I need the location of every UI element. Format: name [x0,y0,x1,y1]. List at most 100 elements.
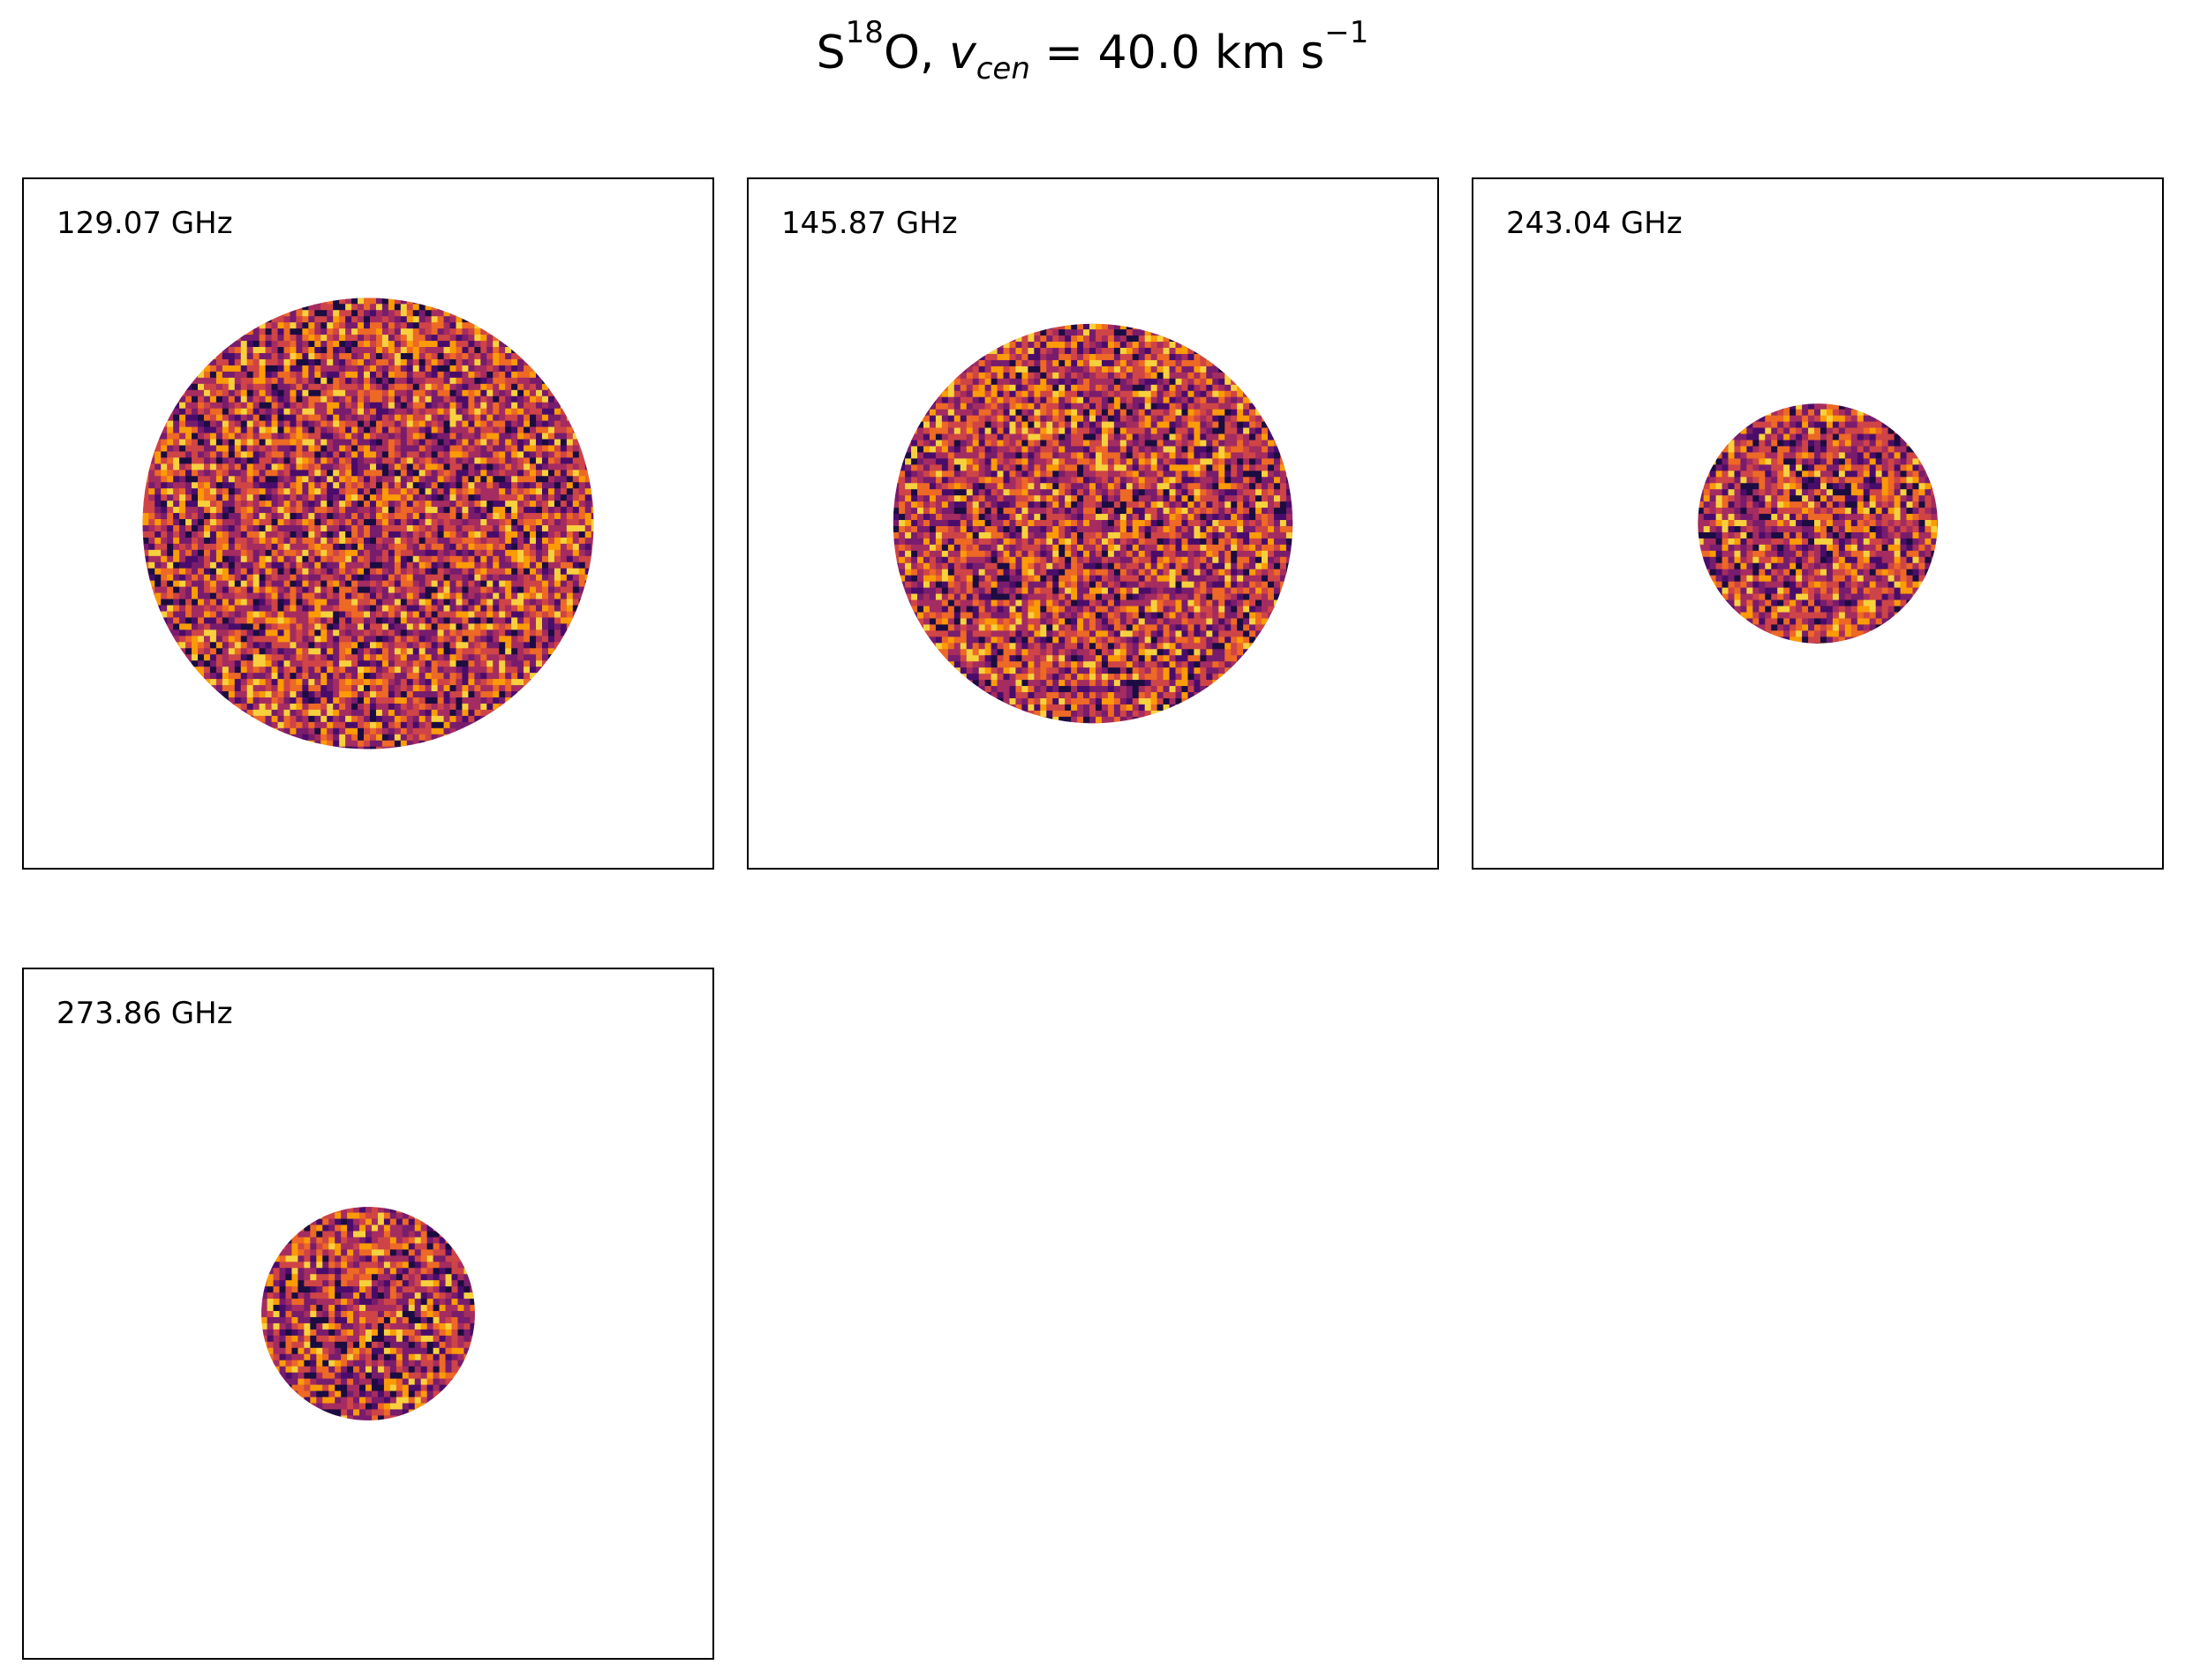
pixel [277,396,285,403]
pixel [209,642,217,649]
pixel [1095,390,1103,398]
pixel [339,316,346,323]
pixel [209,605,217,613]
pixel [456,543,463,551]
pixel [1212,359,1219,367]
pixel [572,457,580,464]
pixel [560,623,568,630]
pixel [296,519,303,526]
pixel [400,420,408,428]
pixel [381,501,389,508]
pixel [209,673,217,680]
pixel [290,494,298,501]
pixel [418,617,426,625]
pixel [547,420,555,428]
pixel [400,691,408,698]
pixel [185,383,192,391]
pixel [418,592,426,600]
pixel [148,513,155,520]
pixel [339,555,346,563]
pixel [240,667,248,674]
pixel [234,537,242,545]
pixel [345,629,352,637]
pixel [265,691,273,698]
pixel [517,494,524,501]
pixel [351,697,358,704]
pixel [364,328,371,335]
pixel [375,470,383,477]
pixel [486,433,494,441]
pixel [418,561,426,569]
pixel [443,445,451,453]
pixel [431,513,439,520]
pixel [443,654,451,661]
pixel [192,501,199,508]
pixel [1206,353,1213,361]
pixel [228,358,236,366]
pixel [443,482,451,489]
pixel [192,642,199,649]
pixel [215,519,223,526]
pixel [240,679,248,686]
pixel [524,667,531,674]
pixel [302,383,309,391]
pixel [388,402,396,410]
pixel [456,328,463,335]
pixel [468,371,475,379]
pixel [1150,378,1158,386]
pixel [437,494,445,501]
pixel [277,507,285,514]
pixel [480,691,487,698]
pixel [222,654,230,661]
pixel [493,592,500,600]
pixel [240,383,248,391]
pixel [468,611,475,619]
pixel [560,561,568,569]
pixel [406,341,414,348]
pixel [302,524,309,532]
pixel [351,667,358,674]
pixel [351,636,358,643]
pixel [203,673,211,680]
pixel [339,488,346,495]
pixel [333,451,340,458]
pixel [333,482,340,489]
pixel [566,623,574,630]
pixel [406,488,414,495]
pixel [302,365,309,373]
pixel [154,507,162,514]
pixel [425,383,433,391]
pixel [369,543,377,551]
pixel [314,389,321,397]
pixel [1071,329,1078,336]
pixel [192,531,199,539]
pixel [240,488,248,495]
pixel [511,599,518,606]
pixel [530,414,537,422]
pixel [192,426,199,434]
pixel [296,599,303,606]
pixel [345,605,352,613]
pixel [358,623,365,630]
pixel [566,494,574,501]
pixel [364,561,371,569]
pixel [369,341,377,348]
pixel [320,433,328,441]
pixel [339,519,346,526]
pixel [381,470,389,477]
pixel [1021,359,1028,367]
pixel [1034,390,1041,398]
pixel [437,648,445,655]
pixel [234,383,242,391]
pixel [161,611,168,619]
pixel [406,347,414,354]
pixel [302,703,309,711]
pixel [339,740,346,748]
pixel [530,648,537,655]
pixel [161,599,168,606]
pixel [474,555,481,563]
pixel [511,463,518,471]
pixel [505,654,512,661]
pixel [333,580,340,588]
pixel [192,660,199,667]
